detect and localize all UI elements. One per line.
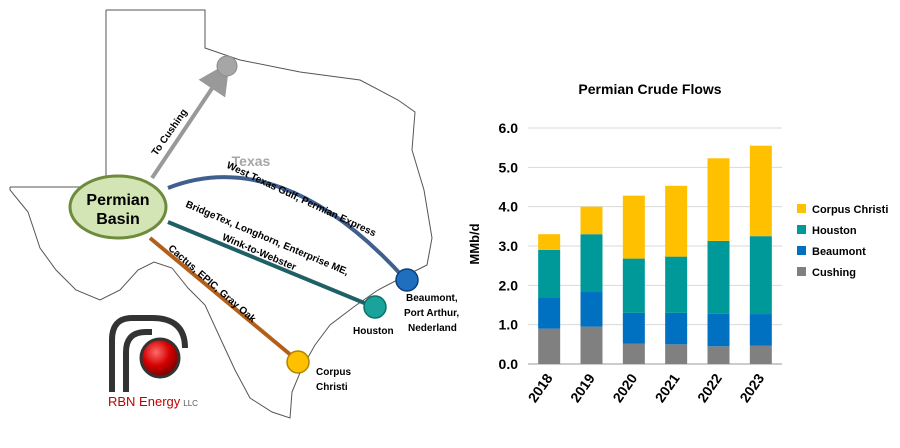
- beaumont-label-1: Beaumont,: [406, 293, 458, 304]
- permian-label-2: Basin: [96, 211, 140, 228]
- corpus-label-1: Corpus: [316, 367, 351, 378]
- bar-beaumont-2022: [707, 313, 730, 347]
- y-tick-label: 2.0: [499, 277, 519, 293]
- bar-cushing-2019: [580, 326, 603, 364]
- cushing-node: [216, 55, 238, 77]
- logo-pipe-2: [123, 329, 152, 392]
- beaumont-label-3: Nederland: [408, 323, 457, 334]
- x-tick-label: 2018: [525, 370, 556, 405]
- bar-corpus-christi-2019: [580, 206, 603, 235]
- bar-beaumont-2020: [622, 312, 645, 344]
- houston-label: Houston: [353, 326, 394, 337]
- legend-label: Corpus Christi: [812, 204, 888, 216]
- bar-corpus-christi-2023: [749, 145, 772, 237]
- logo-ball: [139, 337, 181, 379]
- houston-node: [363, 295, 387, 319]
- route-cushing: [150, 62, 230, 180]
- rbn-logo: RBN Energy LLC: [108, 315, 198, 409]
- y-axis-label: MMb/d: [467, 223, 482, 264]
- legend-swatch: [797, 225, 806, 234]
- legend-swatch: [797, 204, 806, 213]
- corpus-label-2: Christi: [316, 382, 348, 393]
- y-tick-label: 3.0: [499, 238, 519, 254]
- logo-pipe: [109, 315, 152, 392]
- bars: [538, 145, 772, 364]
- stacked-bar-chart: Permian Crude Flows MMb/d 0.0 1.0 2.0 3.0 4.…: [467, 81, 888, 405]
- route-corpus: [148, 236, 300, 363]
- beaumont-label-2: Port Arthur,: [404, 308, 459, 319]
- bar-houston-2019: [580, 234, 603, 293]
- y-tick-label: 1.0: [499, 317, 519, 333]
- route-houston: [167, 220, 375, 309]
- x-tick-labels: 2018 2019 2020 2021 2022 2023: [525, 370, 768, 405]
- bar-cushing-2018: [538, 328, 561, 364]
- route-beaumont: [167, 175, 407, 281]
- bar-houston-2020: [622, 258, 645, 313]
- beaumont-node: [395, 268, 419, 292]
- texas-outline: [9, 9, 433, 419]
- x-tick-label: 2023: [736, 370, 767, 405]
- bar-houston-2018: [538, 249, 561, 298]
- legend-swatch: [797, 267, 806, 276]
- texas-map: Texas To Cushing West Texas Gulf, Permia…: [9, 9, 459, 419]
- bar-beaumont-2021: [665, 312, 688, 345]
- bar-corpus-christi-2018: [538, 234, 561, 250]
- legend-label: Cushing: [812, 267, 856, 279]
- bar-houston-2021: [665, 256, 688, 313]
- bar-corpus-christi-2020: [622, 195, 645, 259]
- bar-cushing-2021: [665, 344, 688, 364]
- chart-title: Permian Crude Flows: [578, 81, 721, 97]
- bar-beaumont-2019: [580, 292, 603, 327]
- bar-corpus-christi-2022: [707, 158, 730, 241]
- gridlines: [528, 127, 782, 365]
- x-tick-label: 2022: [694, 370, 725, 405]
- y-tick-label: 5.0: [499, 159, 519, 175]
- x-tick-label: 2021: [652, 370, 683, 405]
- y-tick-labels: 0.0 1.0 2.0 3.0 4.0 5.0 6.0: [499, 120, 519, 372]
- bar-houston-2022: [707, 240, 730, 314]
- bar-corpus-christi-2021: [665, 185, 688, 257]
- bar-cushing-2022: [707, 346, 730, 364]
- logo-pipe-3: [151, 315, 188, 349]
- panhandle-line: [10, 10, 107, 188]
- bar-cushing-2020: [622, 343, 645, 364]
- x-tick-label: 2020: [609, 370, 640, 405]
- bar-beaumont-2018: [538, 297, 561, 329]
- bar-cushing-2023: [749, 345, 772, 364]
- legend-label: Houston: [812, 225, 857, 237]
- legend-label: Beaumont: [812, 246, 866, 258]
- permian-basin-node: [68, 174, 168, 240]
- corpus-node: [286, 350, 310, 374]
- legend-swatch: [797, 246, 806, 255]
- texas-label: Texas: [232, 153, 271, 169]
- y-tick-label: 4.0: [499, 199, 519, 215]
- x-tick-label: 2019: [567, 370, 598, 405]
- permian-label-1: Permian: [86, 192, 149, 209]
- y-tick-label: 0.0: [499, 356, 519, 372]
- y-tick-label: 6.0: [499, 120, 519, 136]
- logo-wordmark: RBN Energy LLC: [108, 394, 198, 409]
- legend: Corpus Christi Houston Beaumont Cushing: [797, 204, 888, 279]
- bar-houston-2023: [749, 236, 772, 315]
- bar-beaumont-2023: [749, 314, 772, 346]
